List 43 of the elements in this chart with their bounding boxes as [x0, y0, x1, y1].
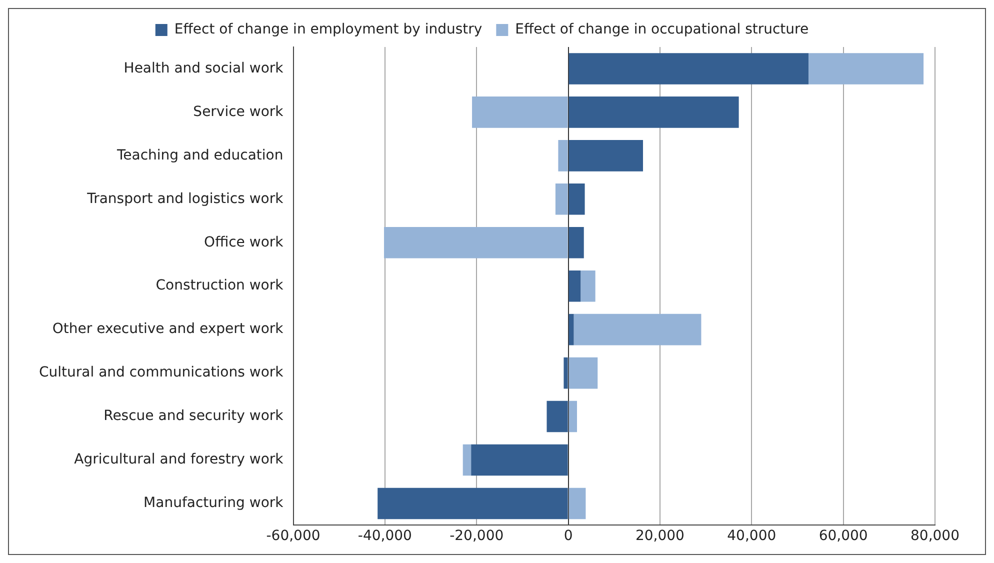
bar — [564, 357, 568, 389]
x-tick-label: 60,000 — [818, 528, 868, 544]
y-tick-label: Transport and logistics work — [86, 190, 284, 207]
legend-label: Effect of change in employment by industry — [174, 22, 482, 38]
bar — [574, 314, 702, 346]
y-tick-label: Service work — [193, 104, 284, 120]
y-tick-label: Health and social work — [124, 60, 284, 76]
y-tick-label: Agricultural and forestry work — [74, 452, 284, 468]
bar — [471, 444, 568, 476]
y-tick-label: Other executive and expert work — [52, 321, 284, 338]
bar — [580, 270, 596, 302]
bar — [378, 488, 568, 520]
y-tick-label: Manufacturing work — [144, 495, 284, 512]
bar — [384, 226, 568, 258]
bar — [808, 53, 924, 84]
bar — [568, 226, 584, 258]
x-tick-label: -60,000 — [266, 528, 320, 544]
x-tick-label: 0 — [564, 528, 573, 544]
bar — [558, 140, 568, 172]
bar — [568, 270, 581, 302]
y-tick-label: Teaching and education — [116, 147, 284, 164]
x-tick-label: -40,000 — [358, 528, 412, 544]
bar — [568, 140, 644, 172]
bar — [568, 314, 574, 346]
y-tick-label: Office work — [204, 234, 284, 250]
x-tick-label: 40,000 — [727, 528, 776, 544]
x-tick-label: 20,000 — [635, 528, 684, 544]
bar — [568, 53, 808, 84]
x-tick-label: -20,000 — [450, 528, 504, 544]
bar — [568, 488, 586, 520]
bar — [568, 184, 585, 215]
y-tick-label: Construction work — [156, 278, 284, 294]
bar — [555, 184, 568, 215]
y-tick-label: Rescue and security work — [104, 408, 284, 424]
x-tick-label: 80,000 — [910, 528, 960, 544]
bar — [568, 96, 739, 128]
y-tick-label: Cultural and communications work — [38, 364, 284, 381]
bar — [546, 400, 568, 432]
bar — [568, 357, 598, 389]
bar — [568, 400, 577, 432]
bar — [472, 96, 568, 128]
legend-label: Effect of change in occupational structure — [515, 22, 809, 38]
bar — [462, 444, 472, 476]
